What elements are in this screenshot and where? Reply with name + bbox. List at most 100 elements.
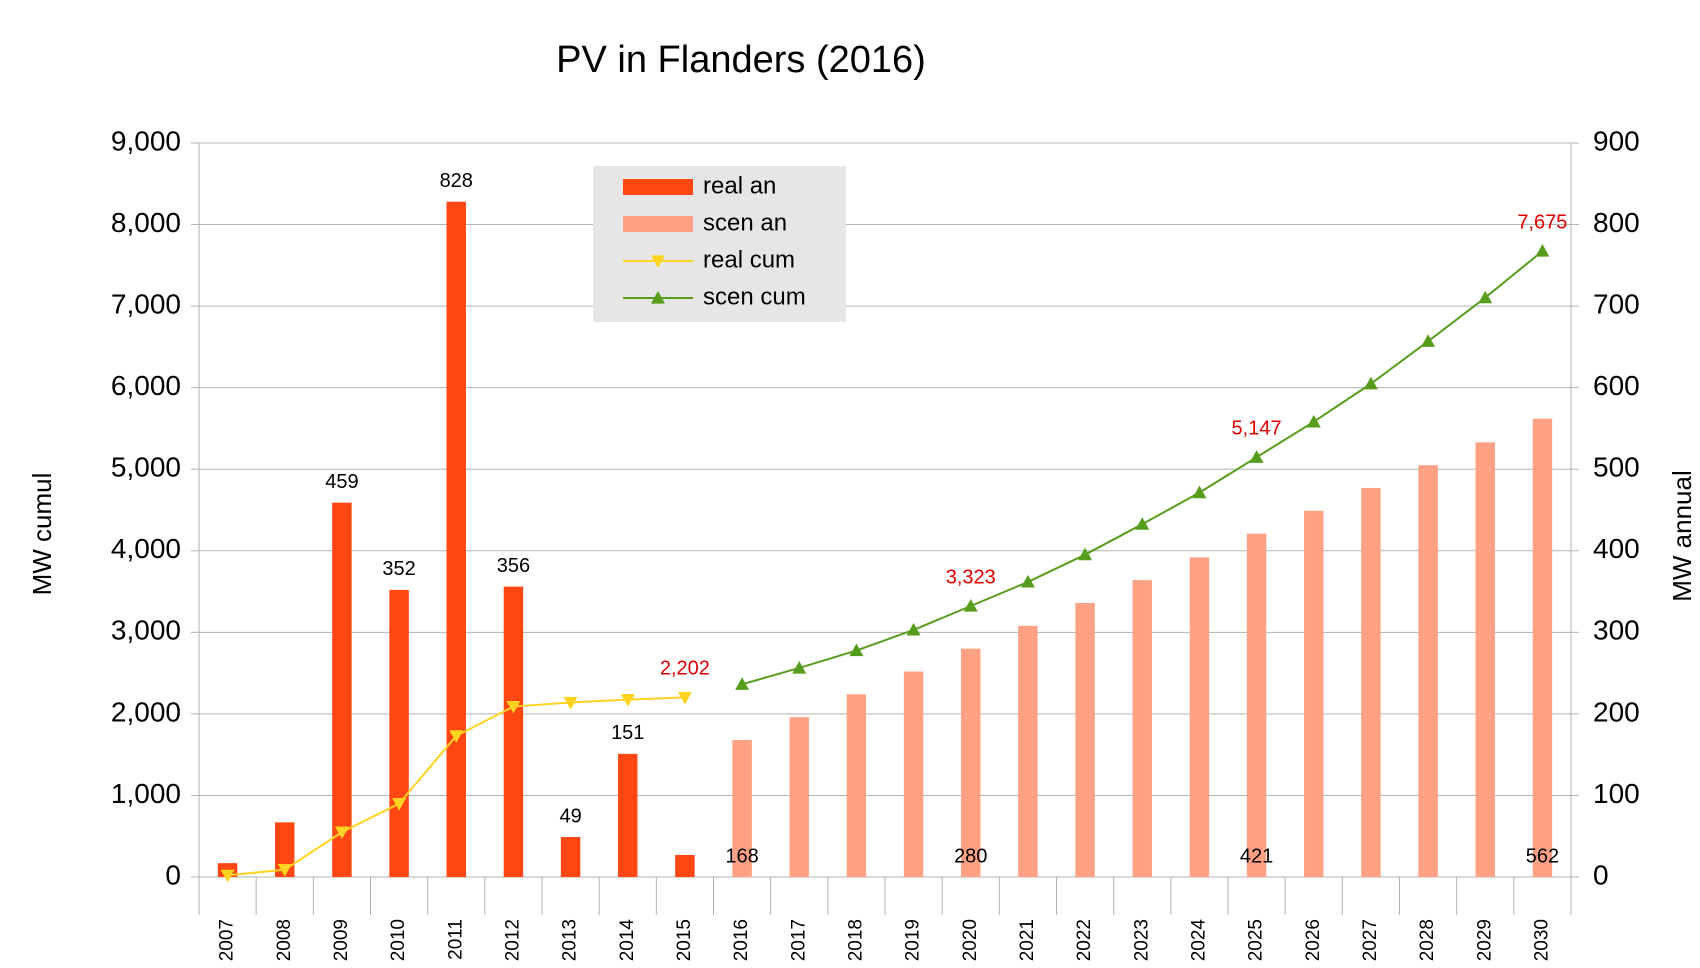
x-tick-label: 2027 bbox=[1360, 919, 1381, 961]
x-tick-label: 2011 bbox=[445, 919, 466, 960]
data-label: 3,323 bbox=[946, 566, 996, 588]
data-label: 459 bbox=[325, 471, 358, 493]
bar bbox=[732, 739, 752, 877]
y-tick-label: 3,000 bbox=[111, 615, 181, 646]
marker bbox=[1078, 547, 1093, 561]
x-tick-label: 2017 bbox=[788, 919, 809, 961]
bar bbox=[1532, 418, 1553, 877]
bar bbox=[1475, 442, 1495, 877]
marker bbox=[506, 700, 521, 714]
data-label: 5,147 bbox=[1232, 418, 1282, 440]
marker bbox=[1249, 450, 1264, 463]
legend-swatch bbox=[623, 179, 693, 195]
bar bbox=[446, 201, 466, 878]
x-tick-label: 2030 bbox=[1531, 919, 1552, 961]
y2-tick-label: 100 bbox=[1593, 778, 1640, 809]
x-tick-label: 2008 bbox=[274, 919, 295, 961]
y-tick-label: 4,000 bbox=[111, 533, 181, 564]
x-tick-label: 2029 bbox=[1474, 919, 1495, 961]
y2-tick-label: 500 bbox=[1593, 452, 1640, 483]
data-label: 280 bbox=[954, 845, 987, 867]
marker bbox=[849, 643, 864, 657]
legend: real an scen an real cum scen cum bbox=[593, 166, 846, 322]
bar bbox=[1018, 625, 1038, 877]
y2-tick-label: 200 bbox=[1593, 696, 1640, 727]
data-label: 2,202 bbox=[660, 658, 710, 680]
bar bbox=[1189, 557, 1210, 877]
x-tick-label: 2015 bbox=[674, 919, 695, 961]
bar bbox=[675, 854, 695, 877]
y-tick-label: 2,000 bbox=[111, 696, 181, 727]
y-tick-label: 1,000 bbox=[111, 778, 181, 809]
marker bbox=[220, 869, 235, 883]
bar bbox=[1132, 580, 1152, 877]
marker bbox=[1020, 574, 1035, 588]
bar bbox=[1246, 533, 1267, 877]
y-tick-label: 5,000 bbox=[111, 452, 181, 483]
y-tick-label: 6,000 bbox=[111, 370, 181, 401]
y-tick-label: 9,000 bbox=[111, 125, 181, 156]
x-tick-label: 2019 bbox=[903, 919, 924, 961]
x-tick-label: 2009 bbox=[331, 919, 352, 961]
marker bbox=[677, 691, 692, 705]
x-tick-label: 2012 bbox=[502, 919, 523, 961]
legend-swatch bbox=[651, 291, 665, 304]
y-tick-label: 0 bbox=[165, 859, 181, 890]
x-tick-label: 2007 bbox=[217, 919, 238, 961]
legend-label: scen cum bbox=[703, 283, 806, 310]
x-tick-label: 2025 bbox=[1246, 919, 1267, 961]
marker bbox=[1306, 414, 1321, 428]
bar bbox=[389, 589, 409, 877]
y2-tick-label: 900 bbox=[1593, 125, 1640, 156]
marker bbox=[277, 864, 292, 877]
y2-tick-label: 400 bbox=[1593, 533, 1640, 564]
marker bbox=[449, 730, 464, 743]
marker bbox=[1478, 290, 1493, 304]
data-label: 828 bbox=[440, 170, 473, 192]
marker bbox=[1192, 485, 1207, 499]
data-label: 421 bbox=[1240, 845, 1273, 867]
data-label: 49 bbox=[559, 805, 581, 827]
bar bbox=[846, 694, 867, 877]
bar bbox=[961, 648, 981, 877]
legend-swatch bbox=[623, 216, 693, 232]
marker bbox=[735, 677, 750, 690]
marker bbox=[334, 826, 349, 840]
data-label: 352 bbox=[382, 558, 415, 580]
y-tick-label: 8,000 bbox=[111, 207, 181, 238]
bar bbox=[1361, 487, 1381, 877]
data-label: 151 bbox=[611, 722, 644, 744]
marker bbox=[563, 696, 578, 710]
x-tick-label: 2013 bbox=[560, 919, 581, 961]
legend-label: real cum bbox=[703, 246, 795, 273]
bar bbox=[275, 822, 295, 877]
marker bbox=[1363, 376, 1378, 390]
x-tick-label: 2010 bbox=[388, 919, 409, 961]
marker bbox=[620, 694, 635, 707]
bar bbox=[789, 717, 809, 877]
marker bbox=[1421, 334, 1436, 347]
y2-tick-label: 600 bbox=[1593, 370, 1640, 401]
y-tick-label: 7,000 bbox=[111, 289, 181, 320]
y-axis-title: MW cumul bbox=[27, 473, 57, 596]
x-tick-label: 2018 bbox=[845, 919, 866, 961]
x-tick-label: 2023 bbox=[1131, 919, 1152, 961]
y2-axis-title: MW annual bbox=[1667, 470, 1697, 602]
data-label: 168 bbox=[725, 845, 758, 867]
bar bbox=[618, 753, 638, 877]
marker bbox=[1535, 244, 1550, 257]
bar bbox=[503, 586, 524, 877]
data-label: 562 bbox=[1526, 845, 1559, 867]
x-tick-label: 2026 bbox=[1303, 919, 1324, 961]
bar bbox=[903, 671, 924, 877]
legend-swatch bbox=[651, 255, 665, 268]
marker bbox=[792, 660, 807, 674]
marker bbox=[1135, 517, 1150, 530]
bar bbox=[1304, 510, 1324, 877]
legend-label: scen an bbox=[703, 209, 787, 236]
x-tick-label: 2014 bbox=[617, 919, 638, 962]
x-tick-label: 2021 bbox=[1017, 919, 1038, 961]
chart-title: PV in Flanders (2016) bbox=[556, 39, 926, 81]
y2-tick-label: 700 bbox=[1593, 289, 1640, 320]
